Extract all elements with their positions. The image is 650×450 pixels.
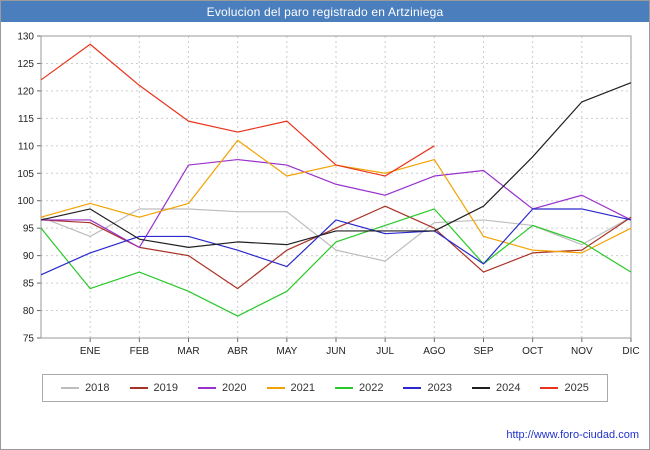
x-tick-label: SEP bbox=[473, 346, 493, 357]
y-tick-label: 105 bbox=[17, 169, 34, 180]
legend-label-2018: 2018 bbox=[85, 382, 110, 394]
x-tick-label: JUN bbox=[326, 346, 345, 357]
legend-label-2022: 2022 bbox=[359, 382, 384, 394]
legend-box: 2018 2019 2020 2021 2022 2023 2024 2025 bbox=[42, 374, 608, 402]
line-chart: 75 80 85 90 95 100 105 110 115 120 125 130 ENE FEB MAR… bbox=[17, 32, 639, 358]
legend-label-2019: 2019 bbox=[153, 382, 179, 394]
legend: 2018 2019 2020 2021 2022 2023 2024 2025 bbox=[1, 374, 649, 402]
x-tick-label: JUL bbox=[376, 346, 394, 357]
legend-item-2022: 2022 bbox=[335, 382, 383, 394]
legend-swatch-2020 bbox=[198, 387, 217, 389]
legend-swatch-2021 bbox=[266, 387, 285, 389]
plot-border bbox=[40, 35, 632, 339]
y-tick-label: 130 bbox=[17, 32, 34, 43]
x-tick-label: FEB bbox=[130, 346, 150, 357]
y-tick-label: 75 bbox=[23, 334, 35, 345]
legend-label-2024: 2024 bbox=[495, 382, 521, 394]
chart-title: Evolucion del paro registrado en Artzini… bbox=[206, 4, 444, 19]
series-line-2025 bbox=[40, 43, 435, 177]
y-tick-label: 90 bbox=[23, 251, 35, 262]
legend-swatch-2019 bbox=[129, 387, 148, 389]
series-line-2023 bbox=[40, 208, 632, 276]
legend-item-2025: 2025 bbox=[540, 382, 589, 394]
y-tick-label: 100 bbox=[17, 196, 34, 207]
legend-label-2021: 2021 bbox=[290, 382, 315, 394]
series-line-2024 bbox=[40, 82, 632, 248]
x-tick-label: OCT bbox=[522, 346, 543, 357]
legend-swatch-2025 bbox=[540, 387, 559, 389]
x-tick-label: ABR bbox=[227, 346, 248, 357]
legend-item-2023: 2023 bbox=[403, 382, 452, 394]
legend-swatch-2024 bbox=[471, 387, 490, 389]
y-tick-label: 85 bbox=[23, 279, 35, 290]
legend-label-2025: 2025 bbox=[564, 382, 589, 394]
legend-label-2023: 2023 bbox=[427, 382, 452, 394]
x-tick-label: AGO bbox=[423, 346, 445, 357]
chart-area: 75 80 85 90 95 100 105 110 115 120 125 130 ENE FEB MAR… bbox=[1, 22, 649, 360]
x-tick-label: ENE bbox=[80, 346, 101, 357]
y-tick-label: 115 bbox=[18, 114, 34, 125]
legend-item-2019: 2019 bbox=[129, 382, 179, 394]
legend-swatch-2022 bbox=[335, 387, 353, 389]
y-tick-label: 110 bbox=[18, 141, 34, 152]
y-tick-label: 125 bbox=[17, 59, 34, 70]
series-line-2022 bbox=[40, 208, 632, 317]
legend-item-2024: 2024 bbox=[471, 382, 521, 394]
y-tick-label: 95 bbox=[23, 224, 35, 235]
legend-label-2020: 2020 bbox=[222, 382, 247, 394]
y-tick-label: 80 bbox=[23, 306, 35, 317]
chart-title-bar: Evolucion del paro registrado en Artzini… bbox=[1, 1, 649, 22]
legend-swatch-2018 bbox=[61, 387, 80, 389]
x-tick-label: NOV bbox=[571, 346, 593, 357]
y-tick-label: 120 bbox=[17, 86, 34, 97]
x-tick-label: MAY bbox=[276, 346, 297, 357]
x-tick-label: DIC bbox=[622, 346, 639, 357]
x-tick-label: MAR bbox=[177, 346, 199, 357]
legend-item-2020: 2020 bbox=[198, 382, 247, 394]
legend-item-2021: 2021 bbox=[266, 382, 315, 394]
legend-item-2018: 2018 bbox=[61, 382, 110, 394]
legend-swatch-2023 bbox=[403, 387, 422, 389]
source-url: http://www.foro-ciudad.com bbox=[506, 429, 639, 441]
